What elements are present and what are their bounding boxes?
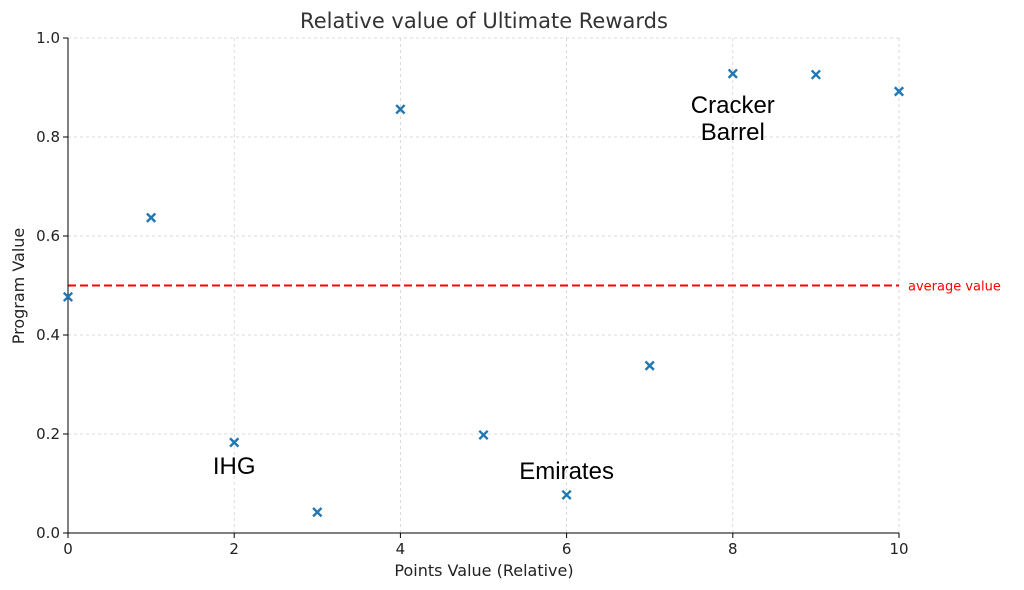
x-tick-label: 4 (396, 540, 406, 558)
y-tick-label: 0.2 (36, 425, 60, 443)
chart-title: Relative value of Ultimate Rewards (300, 9, 668, 33)
x-tick-label: 8 (728, 540, 738, 558)
data-point (146, 212, 157, 223)
axes (67, 38, 899, 534)
data-points (62, 68, 905, 518)
y-tick-label: 1.0 (36, 29, 60, 47)
data-point (893, 86, 905, 97)
average-value-label: average value (908, 280, 1001, 295)
y-tick-label: 0.0 (36, 524, 60, 542)
y-tick-label: 0.4 (36, 326, 60, 344)
annotation-label: IHG (213, 453, 256, 480)
x-tick-label: 6 (562, 540, 572, 558)
x-tick-label: 0 (63, 540, 73, 558)
data-point (312, 507, 323, 518)
data-point (727, 68, 738, 79)
ticks: 0 2 4 6 8 10 0.0 0.2 0.4 0.6 0.8 1.0 (36, 29, 908, 558)
data-point (62, 291, 74, 302)
y-axis-title: Program Value (9, 228, 28, 345)
annotation-label: Cracker (691, 92, 775, 119)
x-axis-title: Points Value (Relative) (394, 561, 573, 580)
data-point (395, 104, 406, 115)
y-tick-label: 0.6 (36, 227, 60, 245)
data-point (644, 360, 655, 371)
data-point (229, 437, 240, 448)
x-tick-label: 10 (889, 540, 908, 558)
annotation-label: Emirates (519, 458, 614, 485)
data-point (810, 69, 821, 80)
reference-line-group: average value (68, 280, 1001, 295)
data-point (561, 489, 572, 500)
x-tick-label: 2 (229, 540, 239, 558)
annotation-label: Barrel (701, 119, 765, 146)
y-tick-label: 0.8 (36, 128, 60, 146)
data-point (478, 429, 489, 441)
